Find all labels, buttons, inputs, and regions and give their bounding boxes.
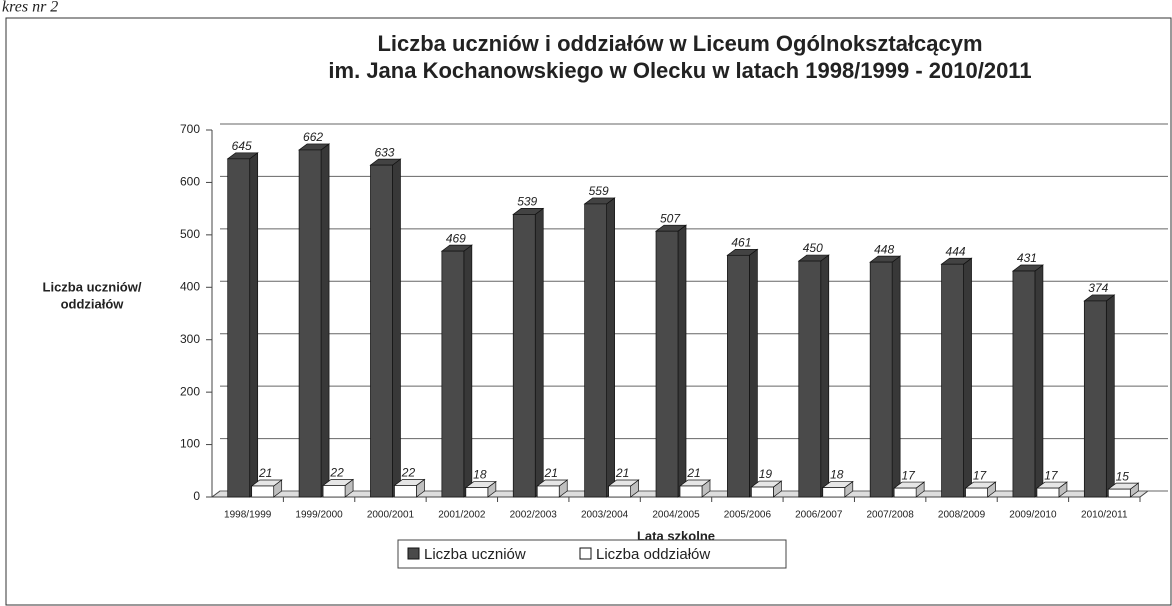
data-label: 507 (660, 211, 681, 225)
x-tick-label: 2000/2001 (367, 510, 415, 521)
x-tick-label: 2007/2008 (867, 510, 915, 521)
data-label: 22 (329, 466, 344, 480)
bar (370, 164, 393, 498)
bar-side (891, 255, 901, 498)
legend-swatch (579, 547, 592, 560)
bar (965, 487, 988, 498)
data-label: 448 (874, 242, 894, 256)
bar (1083, 300, 1107, 498)
bar (655, 230, 679, 498)
legend-label: Liczba uczniów (424, 546, 526, 563)
x-tick-label: 2004/2005 (652, 510, 700, 521)
y-tick-label: 700 (180, 122, 200, 136)
bar (822, 487, 846, 498)
legend-label: Liczba oddziałów (596, 546, 710, 563)
data-label: 450 (803, 241, 823, 255)
x-tick-label: 1998/1999 (224, 510, 272, 521)
data-label: 18 (473, 468, 487, 482)
data-label: 18 (830, 468, 844, 482)
data-label: 17 (973, 468, 988, 482)
data-label: 662 (303, 130, 323, 144)
bar (679, 485, 703, 498)
data-label: 633 (374, 145, 394, 159)
y-tick-label: 0 (193, 489, 200, 503)
bar-side (749, 248, 758, 498)
bar (893, 487, 917, 498)
bar (322, 485, 346, 498)
x-tick-label: 2002/2003 (510, 510, 558, 521)
data-label: 444 (946, 244, 966, 258)
bar (536, 485, 560, 498)
chart-title: im. Jana Kochanowskiego w Olecku w latac… (328, 58, 1031, 83)
data-label: 21 (258, 466, 272, 480)
bar (751, 486, 774, 498)
bar-side (677, 224, 687, 498)
bar-side (963, 257, 972, 498)
legend-swatch (407, 547, 420, 560)
data-label: 15 (1116, 469, 1130, 483)
y-tick-label: 300 (180, 332, 200, 346)
y-tick-label: 400 (180, 279, 200, 293)
data-label: 21 (686, 466, 700, 480)
data-label: 469 (446, 231, 466, 245)
bar-side (1034, 264, 1044, 498)
data-label: 559 (589, 184, 609, 198)
bar-side (606, 197, 615, 498)
data-label: 19 (759, 467, 773, 481)
bar-side (534, 207, 544, 498)
bar (869, 261, 893, 498)
caption: kres nr 2 (2, 0, 58, 16)
x-tick-label: 2005/2006 (724, 510, 772, 521)
bar (584, 203, 607, 498)
bar (798, 260, 822, 498)
bar (298, 149, 322, 498)
data-label: 22 (401, 466, 416, 480)
x-tick-label: 1999/2000 (295, 510, 343, 521)
y-tick-label: 500 (180, 227, 200, 241)
x-tick-label: 2010/2011 (1081, 510, 1128, 521)
y-tick-label: 100 (180, 437, 200, 451)
bar (1036, 487, 1060, 498)
bar (1012, 270, 1036, 498)
bar (465, 487, 489, 498)
data-label: 431 (1017, 251, 1037, 265)
data-label: 461 (731, 235, 751, 249)
bar (394, 485, 417, 498)
bar (251, 485, 275, 498)
y-tick-label: 200 (180, 384, 200, 398)
data-label: 21 (544, 466, 558, 480)
x-tick-label: 2008/2009 (938, 510, 986, 521)
x-tick-label: 2003/2004 (581, 510, 629, 521)
x-tick-label: 2006/2007 (795, 510, 843, 521)
data-label: 374 (1088, 281, 1108, 295)
bar (227, 158, 251, 498)
frame (5, 17, 1172, 606)
legend (397, 539, 787, 569)
bar (441, 250, 465, 498)
data-label: 645 (232, 139, 252, 153)
data-label: 17 (901, 468, 916, 482)
data-label: 539 (517, 195, 537, 209)
bar-side (1105, 294, 1115, 498)
bar (727, 254, 750, 498)
bar-side (392, 158, 401, 498)
y-axis-label: Liczba uczniów/ (43, 279, 142, 294)
data-label: 21 (615, 466, 629, 480)
y-axis-label: oddziałów (61, 296, 125, 311)
data-label: 17 (1044, 468, 1059, 482)
bar-side (249, 152, 259, 498)
x-tick-label: 2001/2002 (438, 510, 486, 521)
bar (608, 485, 631, 498)
x-tick-label: 2009/2010 (1009, 510, 1057, 521)
bar-side (320, 143, 330, 498)
bar-side (463, 244, 473, 498)
bar (941, 263, 964, 498)
bar-side (820, 254, 830, 498)
bar (1107, 488, 1131, 498)
bar (512, 214, 536, 498)
y-tick-label: 600 (180, 175, 200, 189)
chart-title: Liczba uczniów i oddziałów w Liceum Ogól… (377, 31, 982, 56)
